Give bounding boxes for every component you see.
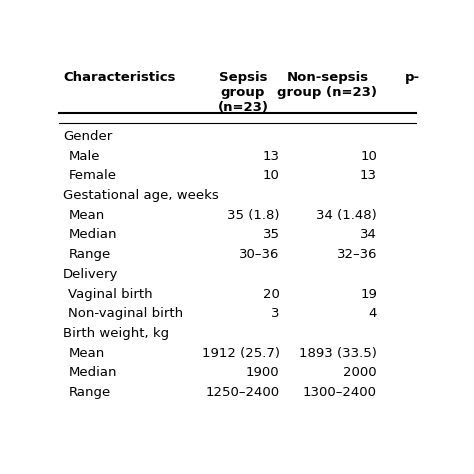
Text: 32–36: 32–36 (337, 248, 377, 261)
Text: p-: p- (405, 72, 419, 84)
Text: 1300–2400: 1300–2400 (303, 386, 377, 399)
Text: 30–36: 30–36 (239, 248, 280, 261)
Text: Gender: Gender (63, 130, 112, 143)
Text: 1900: 1900 (246, 366, 280, 379)
Text: Mean: Mean (68, 209, 105, 222)
Text: 10: 10 (360, 150, 377, 163)
Text: Range: Range (68, 248, 111, 261)
Text: 35 (1.8): 35 (1.8) (227, 209, 280, 222)
Text: 13: 13 (360, 169, 377, 182)
Text: 35: 35 (263, 228, 280, 241)
Text: Delivery: Delivery (63, 268, 118, 281)
Text: Non-vaginal birth: Non-vaginal birth (68, 307, 183, 320)
Text: 1912 (25.7): 1912 (25.7) (201, 346, 280, 360)
Text: 34: 34 (360, 228, 377, 241)
Text: Vaginal birth: Vaginal birth (68, 288, 153, 301)
Text: 3: 3 (271, 307, 280, 320)
Text: 13: 13 (263, 150, 280, 163)
Text: Range: Range (68, 386, 111, 399)
Text: Female: Female (68, 169, 117, 182)
Text: Gestational age, weeks: Gestational age, weeks (63, 189, 219, 202)
Text: 1893 (33.5): 1893 (33.5) (299, 346, 377, 360)
Text: 4: 4 (369, 307, 377, 320)
Text: Mean: Mean (68, 346, 105, 360)
Text: Median: Median (68, 366, 117, 379)
Text: Birth weight, kg: Birth weight, kg (63, 327, 169, 340)
Text: 2000: 2000 (343, 366, 377, 379)
Text: Median: Median (68, 228, 117, 241)
Text: Characteristics: Characteristics (63, 72, 175, 84)
Text: 1250–2400: 1250–2400 (206, 386, 280, 399)
Text: 20: 20 (263, 288, 280, 301)
Text: 19: 19 (360, 288, 377, 301)
Text: Male: Male (68, 150, 100, 163)
Text: Non-sepsis
group (n=23): Non-sepsis group (n=23) (277, 72, 377, 100)
Text: 34 (1.48): 34 (1.48) (316, 209, 377, 222)
Text: Sepsis
group
(n=23): Sepsis group (n=23) (218, 72, 268, 115)
Text: 10: 10 (263, 169, 280, 182)
